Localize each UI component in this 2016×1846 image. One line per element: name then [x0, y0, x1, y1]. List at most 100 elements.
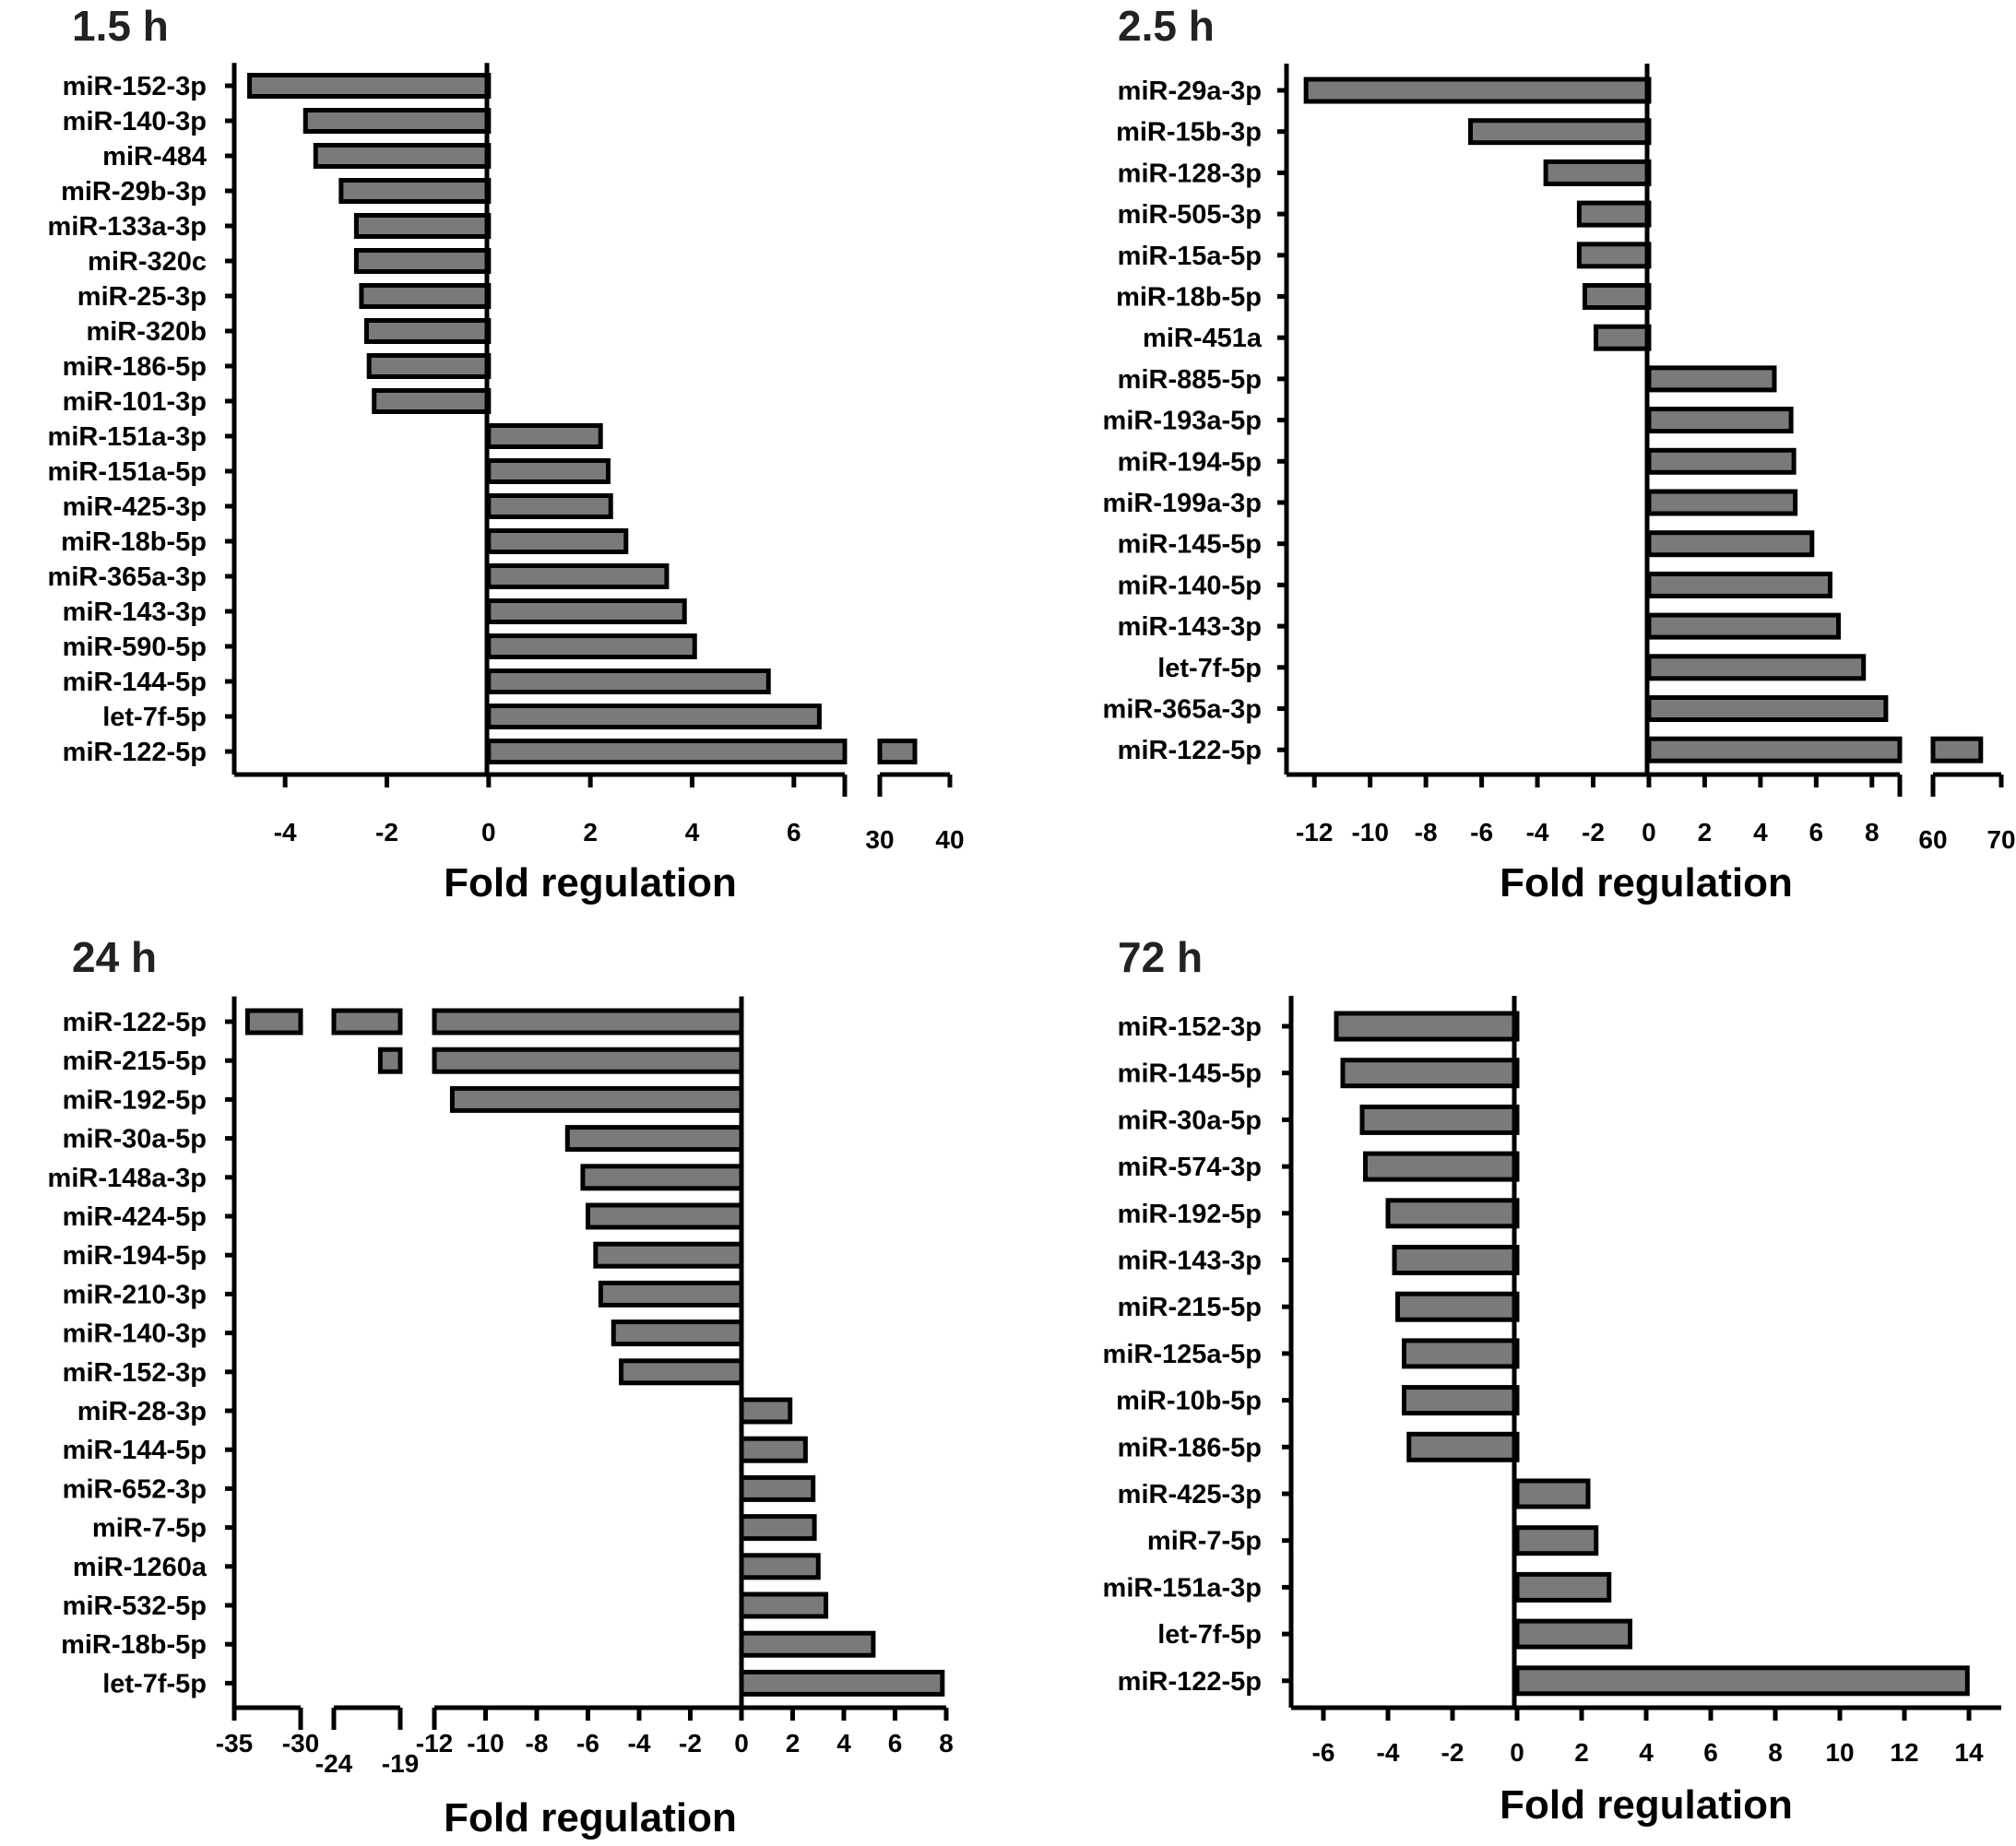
category-label: miR-574-3p: [1118, 1153, 1262, 1182]
category-label: miR-10b-5p: [1116, 1387, 1262, 1416]
x-tick-label: 0: [1642, 818, 1656, 846]
x-tick-label: -35: [216, 1729, 253, 1757]
x-tick-label: 6: [888, 1729, 903, 1757]
category-label: let-7f-5p: [102, 703, 207, 732]
x-axis-label: Fold regulation: [444, 860, 737, 905]
category-label: miR-30a-5p: [1118, 1106, 1262, 1135]
bar-mir-140-3p: [611, 1319, 744, 1347]
bar-mir-151a-5p: [486, 458, 611, 484]
x-tick-label: 4: [1753, 818, 1768, 846]
x-tick-label: 2: [1574, 1738, 1589, 1767]
category-label: miR-365a-3p: [1103, 695, 1262, 725]
bar-mir-151a-3p: [486, 423, 603, 449]
bar-mir-425-3p: [486, 493, 613, 519]
category-label: miR-143-3p: [1118, 612, 1262, 642]
category-label: miR-192-5p: [1118, 1200, 1262, 1229]
category-label: miR-128-3p: [1118, 159, 1262, 188]
category-label: miR-7-5p: [92, 1514, 207, 1544]
bar-mir-29a-3p: [1303, 77, 1652, 104]
category-label: miR-365a-3p: [48, 562, 207, 592]
x-tick-label: 4: [685, 818, 700, 846]
x-tick-label: 70: [1986, 825, 2015, 854]
bar-let-7f-5p: [739, 1669, 945, 1697]
category-label: miR-143-3p: [63, 598, 207, 627]
bar-mir-215-5p: [432, 1047, 744, 1074]
category-label: miR-192-5p: [63, 1085, 207, 1115]
x-tick-label: -4: [1377, 1738, 1400, 1767]
category-label: let-7f-5p: [102, 1669, 207, 1698]
x-tick-label: 40: [935, 825, 964, 854]
category-label: miR-320b: [86, 317, 207, 347]
bar-mir-28-3p: [739, 1397, 793, 1425]
category-label: miR-151a-3p: [1103, 1573, 1262, 1603]
bar-mir-320c: [353, 248, 492, 274]
category-label: miR-122-5p: [63, 1008, 207, 1037]
bar-mir-152-3p: [1334, 1011, 1520, 1042]
bar-mir-122-5p: [1514, 1665, 1970, 1697]
panel-3: 72 h miR-152-3p miR-145-5p miR-30a-5p miR-57…: [1103, 933, 2001, 1828]
bar-mir-122-5p: [486, 739, 848, 764]
category-label: miR-18b-5p: [61, 1630, 207, 1660]
x-tick-label: 30: [865, 825, 894, 854]
bar-mir-30a-5p: [1359, 1104, 1520, 1135]
bar-mir-25-3p: [359, 283, 492, 309]
category-label: miR-186-5p: [1118, 1433, 1262, 1462]
bar-mir-10b-5p: [1402, 1385, 1520, 1416]
category-label: miR-122-5p: [1118, 1667, 1262, 1697]
bar-mir-152-3p: [247, 73, 492, 99]
x-tick-label: -4: [628, 1729, 651, 1757]
bar-mir-451a: [1594, 324, 1652, 351]
x-tick-label: -2: [375, 818, 398, 846]
x-tick-label: -10: [467, 1729, 504, 1757]
x-axis-label: Fold regulation: [1500, 1782, 1793, 1828]
category-label: miR-215-5p: [63, 1047, 207, 1076]
category-label: miR-424-5p: [63, 1202, 207, 1232]
category-label: miR-101-3p: [63, 387, 207, 417]
category-label: miR-215-5p: [1118, 1293, 1262, 1322]
panel-1: 2.5 h miR-29a-3p miR-15b-3p miR-128-3p miR-5…: [1103, 2, 2016, 905]
bar-mir-122-5p: [244, 1008, 303, 1035]
category-label: miR-125a-5p: [1103, 1340, 1262, 1369]
bar-mir-151a-3p: [1514, 1571, 1612, 1603]
x-tick-label: 2: [583, 818, 598, 846]
bar-mir-210-3p: [598, 1280, 744, 1308]
bar-mir-144-5p: [486, 669, 771, 694]
bar-mir-574-3p: [1363, 1151, 1520, 1182]
category-label: miR-152-3p: [63, 72, 207, 101]
bar-mir-128-3p: [1543, 159, 1652, 186]
category-label: miR-143-3p: [1118, 1247, 1262, 1276]
bar-mir-193a-5p: [1646, 407, 1794, 434]
x-tick-label: 10: [1825, 1738, 1854, 1767]
category-label: let-7f-5p: [1157, 654, 1262, 683]
bar-mir-7-5p: [1514, 1525, 1599, 1556]
category-label: miR-194-5p: [1118, 447, 1262, 477]
category-label: miR-532-5p: [63, 1592, 207, 1621]
x-axis-label: Fold regulation: [1500, 860, 1793, 905]
bar-mir-194-5p: [1646, 447, 1797, 475]
bar-mir-1260a: [739, 1553, 821, 1580]
x-tick-label: -4: [1526, 818, 1549, 846]
x-axis-label: Fold regulation: [444, 1795, 737, 1840]
bar-mir-199a-3p: [1646, 489, 1798, 516]
bar-mir-505-3p: [1576, 200, 1652, 228]
category-label: miR-210-3p: [63, 1280, 207, 1309]
bar-mir-425-3p: [1514, 1478, 1591, 1509]
category-label: miR-425-3p: [1118, 1480, 1262, 1509]
x-tick-label: -12: [1296, 818, 1333, 846]
x-tick-label: -10: [1351, 818, 1388, 846]
bar-mir-186-5p: [366, 353, 492, 379]
category-label: miR-29b-3p: [61, 177, 207, 207]
category-label: miR-15b-3p: [1116, 118, 1262, 148]
bar-mir-192-5p: [1385, 1198, 1520, 1229]
bar-mir-143-3p: [1392, 1245, 1520, 1275]
bar-mir-885-5p: [1646, 365, 1777, 393]
category-label: miR-7-5p: [1147, 1527, 1262, 1556]
x-tick-label: 8: [1768, 1738, 1783, 1767]
x-tick-label: -12: [416, 1729, 453, 1757]
bar-let-7f-5p: [1646, 654, 1867, 681]
category-label: miR-122-5p: [1118, 736, 1262, 765]
x-tick-label: -8: [1415, 818, 1438, 846]
panel-2: 24 h miR-122-5p miR-215-5p miR-192-5p miR-30…: [48, 933, 954, 1840]
bar-mir-186-5p: [1406, 1431, 1520, 1462]
